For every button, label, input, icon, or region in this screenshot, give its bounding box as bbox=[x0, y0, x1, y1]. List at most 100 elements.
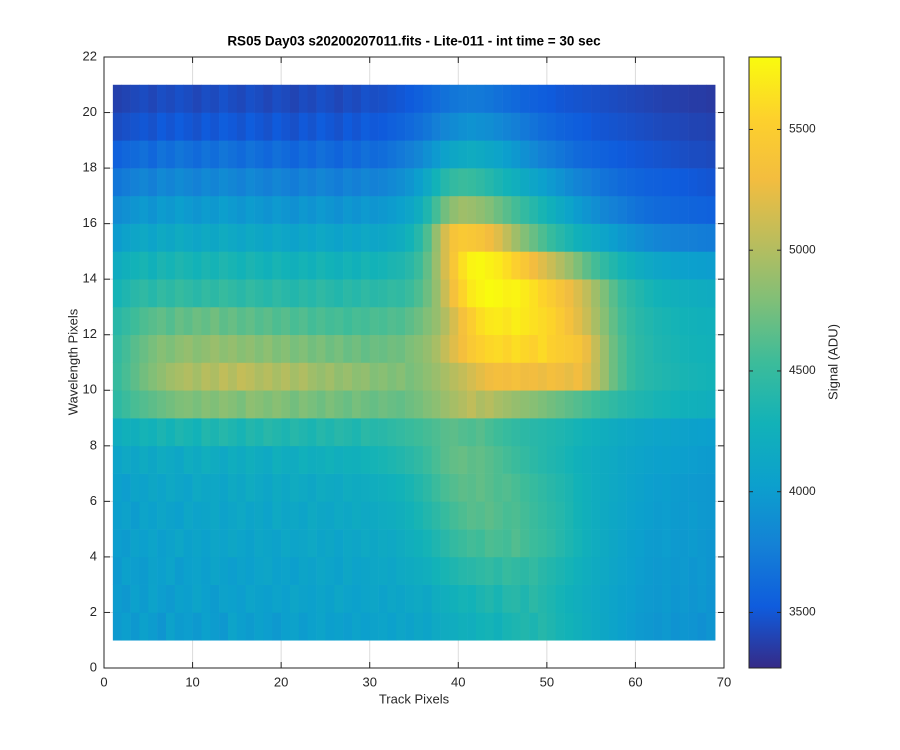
heatmap-cell bbox=[298, 168, 309, 197]
heatmap-cell bbox=[617, 279, 627, 308]
heatmap-cell bbox=[414, 306, 424, 336]
heatmap-cell bbox=[520, 168, 530, 197]
heatmap-cell bbox=[431, 195, 441, 224]
heatmap-cell bbox=[449, 473, 459, 502]
heatmap-cell bbox=[174, 140, 185, 169]
heatmap-cell bbox=[414, 473, 424, 502]
heatmap-cell bbox=[316, 334, 326, 363]
heatmap-cell bbox=[529, 445, 539, 474]
heatmap-cell bbox=[263, 501, 273, 530]
heatmap-cell bbox=[201, 584, 211, 613]
heatmap-cell bbox=[201, 529, 211, 558]
heatmap-cell bbox=[130, 306, 140, 336]
heatmap-cell bbox=[236, 306, 247, 336]
heatmap-cell bbox=[387, 612, 397, 641]
heatmap-cell bbox=[608, 140, 619, 169]
heatmap-cell bbox=[520, 612, 530, 641]
heatmap-cell bbox=[228, 306, 238, 336]
heatmap-cell bbox=[148, 501, 158, 530]
heatmap-cell bbox=[511, 306, 521, 336]
heatmap-cell bbox=[449, 362, 459, 391]
heatmap-cell bbox=[290, 279, 300, 308]
heatmap-cell bbox=[360, 168, 371, 197]
heatmap-cell bbox=[281, 334, 291, 363]
heatmap-cell bbox=[706, 473, 716, 502]
heatmap-cell bbox=[502, 140, 512, 169]
plot-frame bbox=[103, 56, 725, 669]
heatmap-cell bbox=[157, 529, 167, 558]
heatmap-cell bbox=[307, 390, 317, 419]
heatmap-cell bbox=[157, 195, 167, 224]
heatmap-cell bbox=[139, 251, 149, 280]
heatmap-cell bbox=[440, 251, 450, 280]
heatmap-cell bbox=[307, 195, 317, 224]
heatmap-cell bbox=[431, 140, 441, 169]
colorbar bbox=[748, 56, 782, 669]
heatmap-cell bbox=[263, 223, 273, 252]
heatmap-cell bbox=[228, 251, 238, 280]
heatmap-cell bbox=[290, 140, 300, 169]
heatmap-cell bbox=[148, 306, 158, 336]
heatmap-cell bbox=[467, 334, 477, 363]
heatmap-cell bbox=[298, 223, 309, 252]
heatmap-cell bbox=[502, 223, 512, 252]
heatmap-cell bbox=[325, 501, 335, 530]
heatmap-cell bbox=[431, 279, 441, 308]
heatmap-cell bbox=[440, 279, 450, 308]
heatmap-cell bbox=[228, 334, 238, 363]
heatmap-cell bbox=[564, 418, 574, 447]
heatmap-cell bbox=[662, 501, 672, 530]
heatmap-cell bbox=[688, 418, 698, 447]
heatmap-cell bbox=[290, 251, 300, 280]
heatmap-cell bbox=[555, 501, 565, 530]
heatmap-cell bbox=[369, 334, 379, 363]
heatmap-cell bbox=[582, 195, 592, 224]
heatmap-cell bbox=[343, 584, 353, 613]
heatmap-cell bbox=[555, 362, 565, 391]
heatmap-cell bbox=[458, 112, 468, 141]
heatmap-cell bbox=[112, 140, 123, 169]
heatmap-cell bbox=[396, 501, 406, 530]
heatmap-cell bbox=[697, 473, 707, 502]
heatmap-cell bbox=[520, 418, 530, 447]
heatmap-cell bbox=[290, 84, 300, 113]
heatmap-cell bbox=[582, 362, 592, 391]
heatmap-cell bbox=[369, 140, 379, 169]
heatmap-cell bbox=[192, 279, 202, 308]
heatmap-cell bbox=[529, 529, 539, 558]
heatmap-cell bbox=[476, 223, 486, 252]
heatmap-cell bbox=[281, 556, 291, 585]
heatmap-cell bbox=[502, 473, 512, 502]
heatmap-cell bbox=[378, 529, 388, 558]
heatmap-cell bbox=[688, 501, 698, 530]
heatmap-cell bbox=[644, 529, 654, 558]
heatmap-cell bbox=[307, 112, 317, 141]
heatmap-cell bbox=[254, 223, 264, 252]
heatmap-cell bbox=[219, 445, 229, 474]
heatmap-cell bbox=[219, 362, 229, 391]
heatmap-cell bbox=[414, 223, 424, 252]
heatmap-cell bbox=[316, 306, 326, 336]
heatmap-cell bbox=[360, 445, 371, 474]
heatmap-cell bbox=[192, 195, 202, 224]
heatmap-cell bbox=[546, 168, 557, 197]
heatmap-cell bbox=[245, 501, 255, 530]
heatmap-cell bbox=[653, 501, 663, 530]
heatmap-cell bbox=[688, 223, 698, 252]
heatmap-cell bbox=[192, 140, 202, 169]
heatmap-cell bbox=[422, 612, 433, 641]
heatmap-cell bbox=[254, 584, 264, 613]
heatmap-cell bbox=[484, 362, 495, 391]
heatmap-cell bbox=[183, 501, 193, 530]
heatmap-cell bbox=[201, 390, 211, 419]
heatmap-cell bbox=[431, 529, 441, 558]
heatmap-cell bbox=[272, 501, 282, 530]
heatmap-cell bbox=[679, 473, 689, 502]
heatmap-cell bbox=[706, 223, 716, 252]
heatmap-cell bbox=[608, 529, 619, 558]
heatmap-cell bbox=[387, 418, 397, 447]
heatmap-cell bbox=[334, 612, 344, 641]
heatmap-cell bbox=[555, 445, 565, 474]
heatmap-cell bbox=[564, 168, 574, 197]
heatmap-cell bbox=[130, 529, 140, 558]
